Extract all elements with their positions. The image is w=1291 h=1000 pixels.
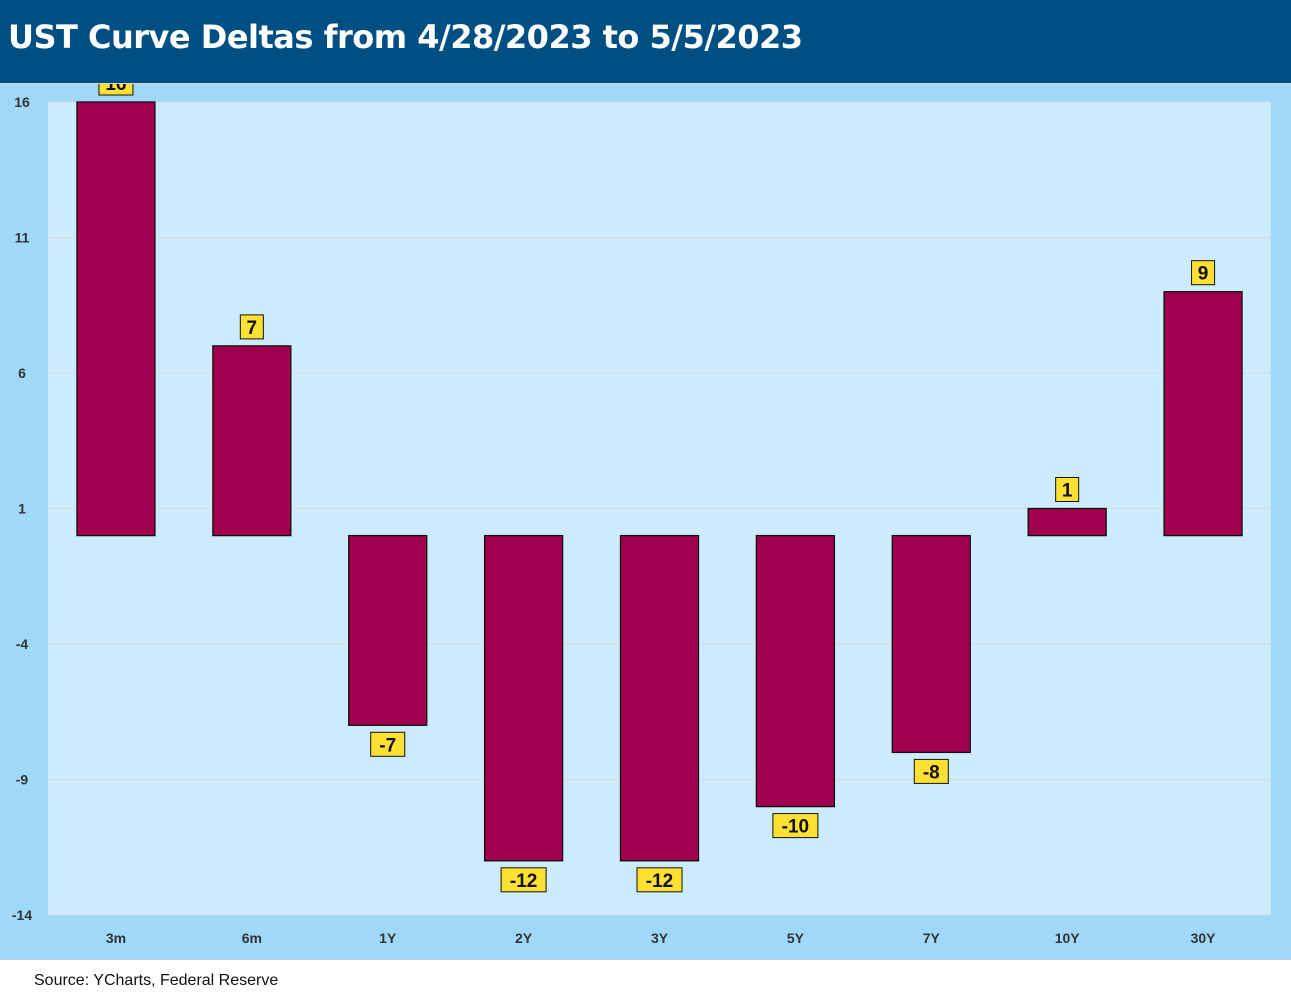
- y-tick-label: 16: [14, 94, 30, 110]
- data-label-value: 1: [1062, 481, 1073, 502]
- data-label-30y: 9: [1191, 260, 1216, 286]
- chart-frame: -14 -9 -4 1 6 11 16 3m 6m 1Y 2Y 3Y 5Y 7Y 10Y 30Y 16 7 -7…: [0, 84, 1291, 960]
- x-tick-label: 1Y: [379, 930, 397, 946]
- x-tick-label: 7Y: [923, 930, 941, 946]
- data-label-box: [500, 867, 547, 893]
- data-labels: 16 7 -7 -12 -12 -10 -8 1 9: [98, 84, 1216, 893]
- x-tick-label: 6m: [242, 930, 262, 946]
- data-label-5y: -10: [772, 813, 819, 839]
- bar-1y: [348, 534, 428, 726]
- y-tick-label: 11: [15, 230, 30, 246]
- data-label-value: 16: [105, 84, 126, 95]
- data-label-value: 9: [1198, 264, 1209, 285]
- data-label-box: [239, 314, 264, 340]
- data-label-box: [913, 758, 949, 784]
- data-label-1y: -7: [370, 731, 406, 757]
- x-tick-label: 30Y: [1191, 930, 1217, 946]
- bar-10y: [1027, 507, 1107, 537]
- bar-3m: [76, 101, 156, 537]
- data-label-3y: -12: [636, 867, 683, 893]
- data-label-2y: -12: [500, 867, 547, 893]
- chart-footer: Source: YCharts, Federal Reserve: [0, 960, 1291, 1000]
- data-label-value: -8: [923, 762, 940, 783]
- bar-2y: [483, 534, 564, 862]
- y-tick-label: -14: [12, 907, 32, 923]
- x-axis-tick-labels: 3m 6m 1Y 2Y 3Y 5Y 7Y 10Y 30Y: [106, 930, 1216, 946]
- data-label-box: [636, 867, 683, 893]
- data-label-value: -7: [379, 735, 396, 756]
- data-label-box: [370, 731, 406, 757]
- chart-title: UST Curve Deltas from 4/28/2023 to 5/5/2…: [8, 18, 803, 56]
- x-tick-label: 5Y: [787, 930, 805, 946]
- bar-3y: [619, 534, 700, 862]
- data-label-box: [1191, 260, 1216, 286]
- data-label-value: 7: [247, 318, 258, 339]
- chart-header: UST Curve Deltas from 4/28/2023 to 5/5/2…: [0, 0, 1291, 84]
- y-tick-label: 6: [18, 365, 26, 381]
- data-label-6m: 7: [239, 314, 264, 340]
- y-tick-label: 1: [18, 501, 26, 517]
- bar-30y: [1163, 291, 1243, 537]
- data-label-box: [1055, 477, 1080, 502]
- data-label-value: -10: [782, 817, 809, 838]
- bar-7y: [891, 534, 971, 754]
- x-tick-label: 2Y: [515, 930, 533, 946]
- x-tick-label: 3m: [106, 930, 126, 946]
- data-label-10y: 1: [1055, 477, 1080, 502]
- bar-5y: [755, 534, 836, 808]
- bar-6m: [212, 345, 292, 537]
- bars: [76, 101, 1243, 862]
- x-tick-label: 3Y: [651, 930, 669, 946]
- data-label-value: -12: [646, 871, 673, 892]
- data-label-value: -12: [510, 871, 537, 892]
- y-tick-label: -4: [16, 636, 29, 652]
- source-note: Source: YCharts, Federal Reserve: [34, 972, 279, 989]
- y-tick-label: -9: [16, 772, 29, 788]
- data-label-7y: -8: [913, 758, 949, 784]
- data-label-box: [98, 84, 134, 96]
- x-tick-label: 10Y: [1055, 930, 1081, 946]
- data-label-box: [772, 813, 819, 839]
- data-label-3m: 16: [98, 84, 134, 96]
